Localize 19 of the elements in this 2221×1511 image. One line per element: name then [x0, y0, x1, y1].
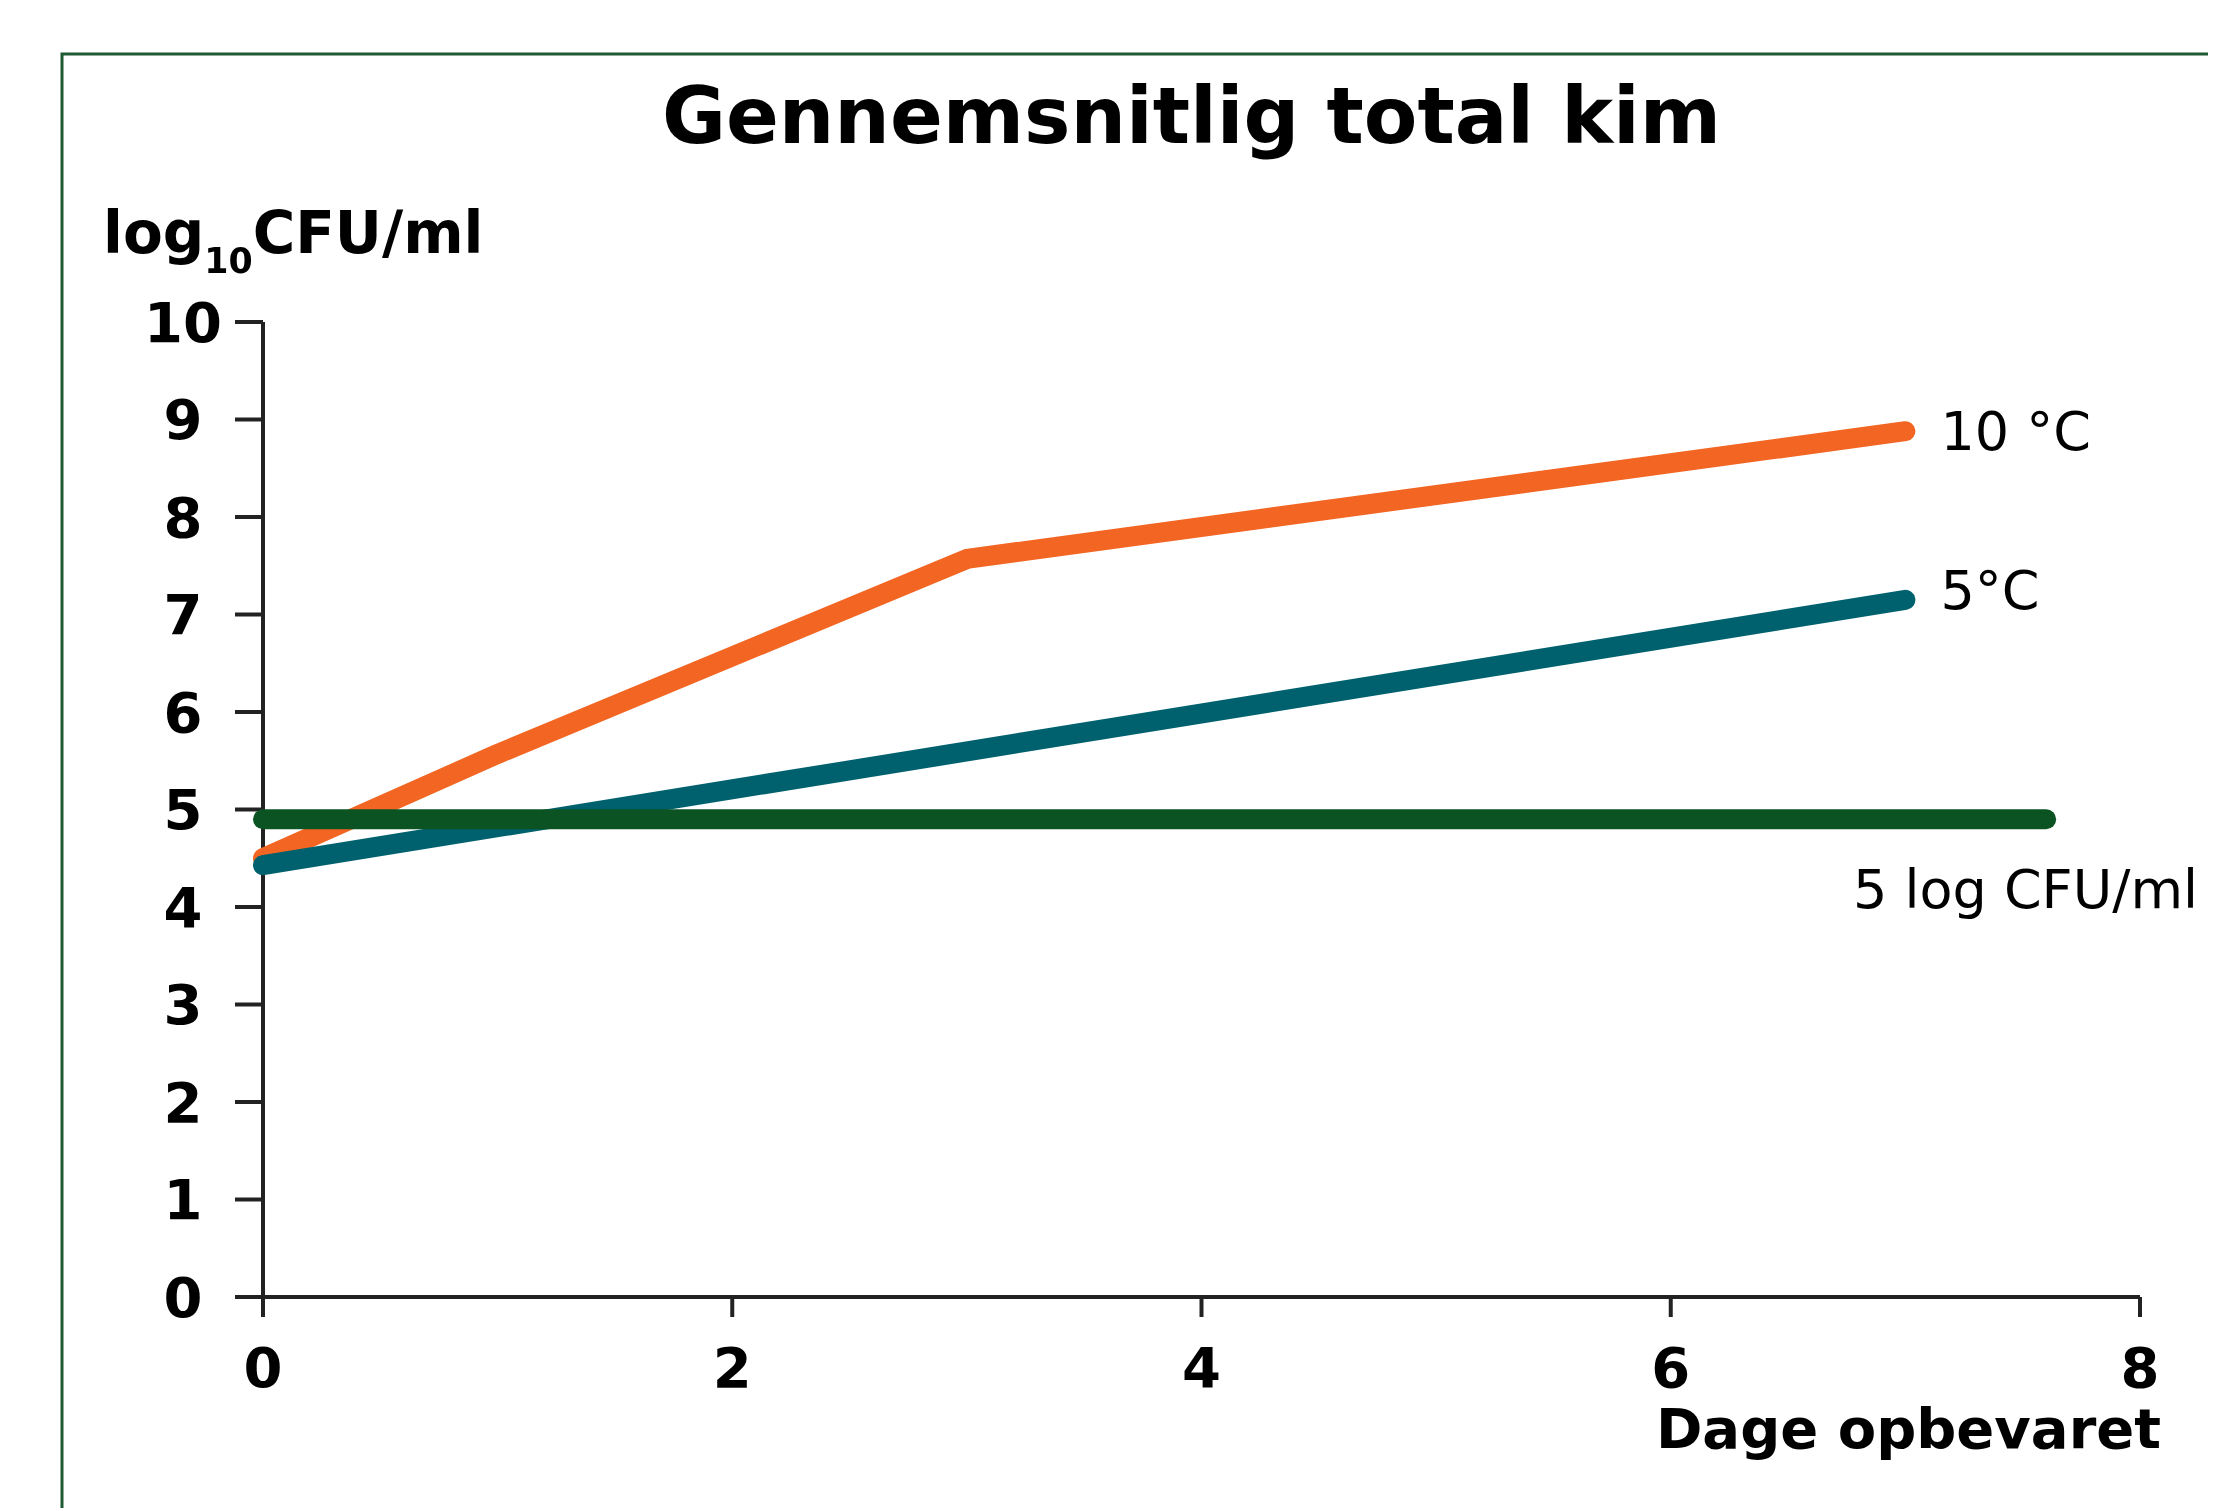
series-label: 10 °C [1940, 400, 2091, 464]
y-axis-title: log$_{10}$CFU/ml [103, 199, 484, 281]
y-tick-label: 5 [163, 777, 203, 843]
y-tick-label: 9 [163, 387, 203, 453]
y-tick-label: 6 [163, 679, 203, 745]
y-tick-label: 8 [163, 484, 203, 550]
x-tick-label: 2 [712, 1334, 752, 1400]
y-tick-label: 10 [144, 289, 222, 355]
y-tick-label: 4 [163, 874, 203, 940]
series-label: 5°C [1940, 558, 2040, 622]
chart-title: Gennemsnitlig total kim [661, 71, 1722, 161]
x-tick-label: 4 [1182, 1334, 1221, 1400]
series-label: 5 log CFU/ml [1852, 858, 2198, 922]
x-tick-label: 0 [243, 1334, 283, 1400]
y-tick-label: 3 [163, 972, 203, 1038]
y-tick-label: 2 [163, 1069, 203, 1135]
y-tick-label: 7 [163, 582, 203, 648]
y-tick-label: 1 [163, 1167, 203, 1233]
y-tick-label: 0 [163, 1264, 203, 1330]
